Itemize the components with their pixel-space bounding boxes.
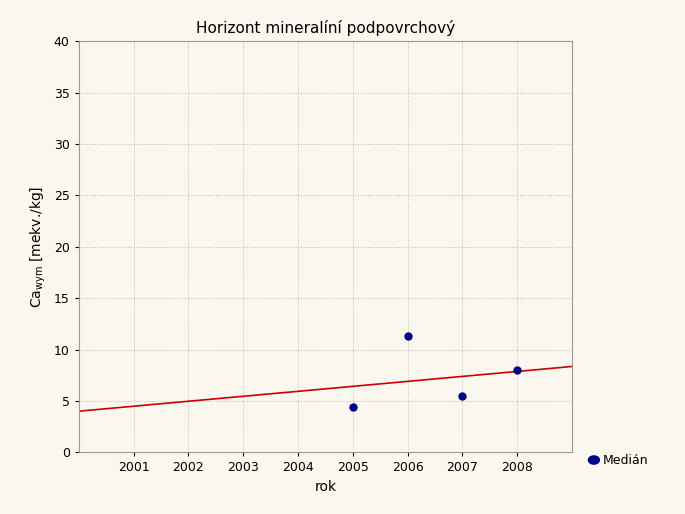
Point (402, 332, 413, 340)
Point (512, 366, 523, 374)
Text: Medián: Medián (603, 453, 649, 467)
Y-axis label: $\mathrm{Ca_{wym}}$ [mekv./kg]: $\mathrm{Ca_{wym}}$ [mekv./kg] (29, 186, 49, 308)
Point (347, 403, 358, 411)
X-axis label: rok: rok (314, 480, 336, 494)
Title: Horizont mineralíní podpovrchový: Horizont mineralíní podpovrchový (196, 20, 455, 36)
Point (457, 392, 468, 400)
